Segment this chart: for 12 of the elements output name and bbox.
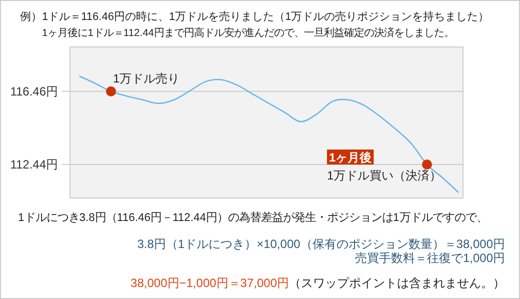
y-tick-label: 112.44円 bbox=[10, 158, 58, 172]
chart-title: 例）1ドル＝116.46円の時に、1万ドルを売りました（1万ドルの売りポジションを持ちました） bbox=[20, 10, 490, 23]
text: 1ドルにつき3.8円（116.46円－112.44円）の為替差益が発生・ポジションは1万ドルですので、 bbox=[18, 211, 488, 224]
y-tick-label: 116.46円 bbox=[10, 84, 58, 98]
annotation: 1ヶ月後 bbox=[329, 150, 372, 165]
chart-subtitle: 1ヶ月後に1ドル＝112.44円まで円高ドル安が進んだので、一旦利益確定の決済をしました。 bbox=[42, 27, 454, 39]
text: 売買手数料＝往復で1,000円 bbox=[354, 251, 505, 265]
text: 38,000円−1,000円＝37,000円 bbox=[130, 276, 289, 290]
text: （スワップポイントは含まれません。） bbox=[289, 276, 505, 290]
annotation: 1万ドル買い（決済） bbox=[327, 168, 442, 183]
annotation: 1万ドル売り bbox=[113, 71, 180, 86]
text: 3.8円（1ドルにつき）×10,000（保有のポジション数量）＝38,000円 bbox=[137, 237, 505, 251]
